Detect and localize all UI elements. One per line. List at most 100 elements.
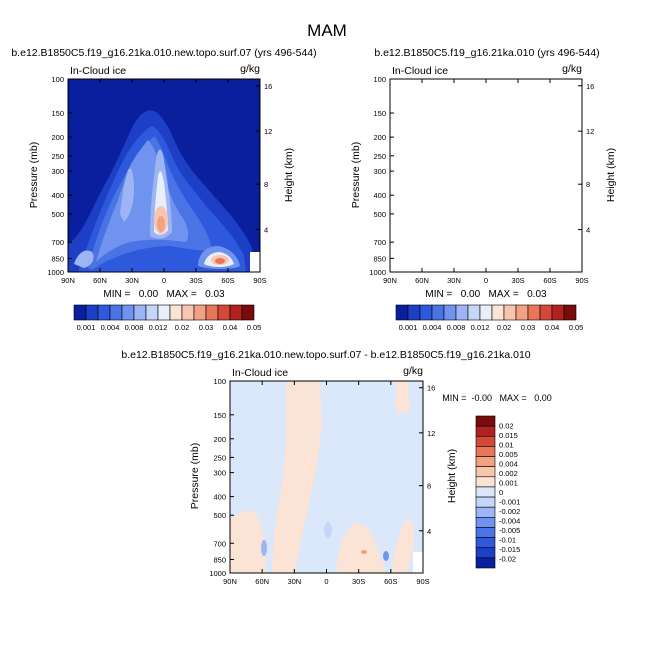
colorbar-label: 0.002: [499, 469, 518, 478]
panel-1-stats: MIN = 0.00 MAX = 0.03: [103, 289, 225, 300]
contour-peak-2: [479, 216, 487, 232]
panel-2-y-label: Pressure (mb): [350, 142, 362, 209]
panel-2-field: [390, 79, 582, 272]
colorbar-swatch: [157, 304, 171, 321]
panel-3-axes: 90N 60N 30N 0 30S 60S 90S 100 150 200 250 300 400 500…: [209, 377, 435, 586]
x-tick-label: 90N: [223, 577, 237, 586]
field-background: [390, 79, 582, 272]
height-tick-label: 8: [427, 482, 431, 491]
y-tick-label: 500: [213, 511, 226, 520]
panel-2-colorbar: 0.001 0.004 0.008 0.012 0.02 0.03 0.04 0.05: [395, 304, 583, 332]
diff-positive-3: [230, 510, 266, 573]
colorbar-label: 0.03: [521, 323, 536, 332]
y-tick-label: 250: [373, 152, 386, 161]
panel-2: b.e12.B1850C5.f19_g16.21ka.010 (yrs 496-…: [350, 47, 617, 332]
height-tick-label: 16: [264, 82, 272, 91]
colorbar-swatch: [551, 304, 565, 321]
height-tick-label: 16: [427, 384, 435, 393]
y-tick-label: 400: [213, 493, 226, 502]
panel-2-y-label-right: Height (km): [605, 148, 617, 202]
colorbar-label: 0.02: [499, 422, 514, 431]
x-tick-label: 90S: [253, 276, 266, 285]
x-tick-label: 0: [162, 276, 166, 285]
x-tick-label: 90S: [416, 577, 429, 586]
diff-positive-2: [396, 381, 410, 414]
colorbar-swatch: [467, 304, 481, 321]
height-tick-label: 4: [264, 226, 268, 235]
x-tick-label: 30N: [125, 276, 139, 285]
colorbar-swatch: [475, 425, 496, 437]
colorbar-swatch: [419, 304, 433, 321]
x-tick-label: 60N: [255, 577, 269, 586]
colorbar-label: -0.002: [499, 507, 520, 516]
colorbar-label: -0.01: [499, 536, 516, 545]
colorbar-swatch: [431, 304, 445, 321]
colorbar-swatch: [515, 304, 529, 321]
colorbar-label: 0.012: [149, 323, 168, 332]
x-tick-label: 60N: [415, 276, 429, 285]
panel-3-left-label: In-Cloud ice: [232, 367, 288, 379]
colorbar-swatch: [395, 304, 409, 321]
y-tick-label: 1000: [369, 268, 386, 277]
panel-1: b.e12.B1850C5.f19_g16.21ka.010.new.topo.…: [11, 47, 316, 332]
y-tick-label: 200: [51, 133, 64, 142]
x-tick-label: 30S: [189, 276, 202, 285]
panel-1-y-label-right: Height (km): [283, 148, 295, 202]
contour-9: [526, 252, 556, 267]
colorbar-label: 0.05: [247, 323, 262, 332]
colorbar-swatch: [455, 304, 469, 321]
x-tick-label: 30S: [511, 276, 524, 285]
colorbar-swatch: [475, 527, 496, 538]
colorbar-swatch: [169, 304, 183, 321]
contour-peak-1: [476, 206, 490, 234]
colorbar-label: 0.005: [499, 450, 518, 459]
colorbar-label: 0.02: [497, 323, 512, 332]
colorbar-label: -0.02: [499, 555, 516, 564]
topo-mask-2: [572, 252, 582, 272]
colorbar-swatch: [475, 537, 496, 549]
height-tick-label: 12: [586, 127, 594, 136]
colorbar-label: 0: [499, 488, 503, 497]
y-tick-label: 200: [373, 133, 386, 142]
y-tick-label: 850: [373, 254, 386, 263]
diff-negative-3: [324, 522, 332, 538]
panel-1-left-label: In-Cloud ice: [70, 65, 126, 77]
contour-peak-4: [215, 258, 225, 264]
colorbar-swatch: [193, 304, 207, 321]
y-tick-label: 150: [373, 109, 386, 118]
contour-peak-4: [537, 258, 547, 264]
panel-1-axes: 90N 60N 30N 0 30S 60S 90S 100 150 200 250 300 400 500…: [47, 75, 272, 285]
colorbar-label: 0.01: [499, 441, 514, 450]
contour-8: [520, 246, 562, 269]
contour-7: [476, 171, 490, 235]
panel-3-colorbar: 0.020.0150.010.0050.0040.0020.0010-0.001…: [475, 415, 520, 569]
x-tick-label: 90S: [575, 276, 588, 285]
colorbar-label: 0.04: [223, 323, 238, 332]
contour-peak-3: [533, 255, 551, 265]
colorbar-swatch: [443, 304, 457, 321]
colorbar-swatch: [475, 486, 496, 498]
panel-2-frame: [389, 78, 583, 273]
contour-10: [74, 250, 94, 268]
colorbar-swatch: [85, 304, 99, 321]
y-tick-label: 400: [51, 191, 64, 200]
y-tick-label: 250: [51, 152, 64, 161]
colorbar-label: 0.02: [175, 323, 190, 332]
contour-5: [442, 168, 456, 222]
colorbar-label: 0.008: [125, 323, 144, 332]
diff-negative-2: [383, 551, 389, 561]
panel-3-field: [230, 381, 423, 573]
y-tick-label: 850: [213, 555, 226, 564]
panel-3-stats: MIN = -0.00 MAX = 0.00: [442, 393, 552, 403]
x-tick-label: 60N: [93, 276, 107, 285]
panel-3-y-label-right: Height (km): [446, 449, 458, 503]
colorbar-swatch: [205, 304, 219, 321]
contour-10: [396, 251, 416, 269]
y-tick-label: 700: [213, 539, 226, 548]
contour-6: [472, 150, 494, 239]
colorbar-label: 0.004: [499, 460, 518, 469]
x-tick-label: 0: [484, 276, 488, 285]
colorbar-swatch: [97, 304, 111, 321]
colorbar-label: 0.008: [447, 323, 466, 332]
